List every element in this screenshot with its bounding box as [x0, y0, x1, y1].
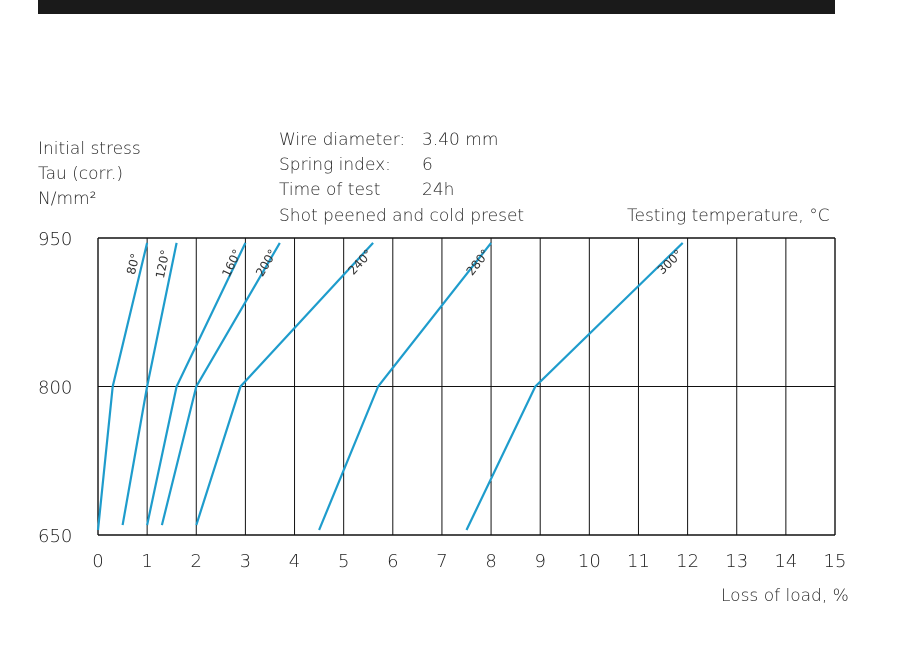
series-line-4 — [195, 242, 374, 526]
x-tick-label: 5 — [338, 551, 349, 572]
x-tick-label: 15 — [824, 551, 847, 572]
y-tick-label: 800 — [38, 378, 72, 399]
x-tick-label: 3 — [240, 551, 251, 572]
x-tick-label: 13 — [725, 551, 748, 572]
x-tick-label: 12 — [676, 551, 699, 572]
spec-wire-label: Wire diameter: — [279, 130, 406, 150]
spec-note: Shot peened and cold preset — [279, 206, 525, 226]
header-bar — [38, 0, 835, 14]
x-tick-label: 14 — [774, 551, 797, 572]
series-label-1: 120° — [153, 249, 173, 280]
x-tick-label: 2 — [191, 551, 202, 572]
series-line-5 — [318, 242, 492, 531]
grid — [97, 237, 836, 536]
x-tick-label: 8 — [485, 551, 496, 572]
series-labels: 80° 120° 160° 200° 240° 280° 300° — [124, 247, 685, 280]
series-label-4: 240° — [345, 247, 375, 278]
x-tick-label: 7 — [436, 551, 447, 572]
x-tick-label: 4 — [289, 551, 300, 572]
series-line-2 — [146, 242, 247, 526]
x-tick-label: 1 — [141, 551, 152, 572]
y-axis-title-line3: N/mm² — [38, 189, 97, 209]
y-tick-label: 950 — [38, 229, 72, 250]
spec-time-value: 24h — [422, 180, 455, 200]
x-tick-label: 10 — [578, 551, 601, 572]
series-label-5: 280° — [464, 247, 493, 278]
series-line-0 — [96, 242, 149, 531]
spec-time-label: Time of test — [279, 180, 381, 200]
series-label-0: 80° — [124, 252, 143, 276]
y-axis-title-line2: Tau (corr.) — [38, 164, 123, 184]
x-tick-label: 0 — [92, 551, 103, 572]
x-tick-label: 9 — [534, 551, 545, 572]
series-label-2: 160° — [219, 247, 244, 279]
series-line-1 — [121, 242, 178, 526]
spec-index-value: 6 — [422, 155, 433, 175]
spec-index-label: Spring index: — [279, 155, 391, 175]
spec-wire-value: 3.40 mm — [422, 130, 499, 150]
series-line-3 — [160, 242, 281, 526]
y-axis-title-line1: Initial stress — [38, 139, 141, 159]
series-lines — [96, 242, 684, 531]
x-axis-title: Loss of load, % — [721, 586, 849, 606]
x-tick-label: 11 — [627, 551, 650, 572]
series-label-3: 200° — [253, 247, 280, 279]
series-line-6 — [465, 242, 684, 531]
legend-title: Testing temperature, °C — [627, 206, 830, 226]
series-label-6: 300° — [655, 247, 685, 277]
x-tick-label: 6 — [387, 551, 398, 572]
y-tick-label: 650 — [38, 526, 72, 547]
